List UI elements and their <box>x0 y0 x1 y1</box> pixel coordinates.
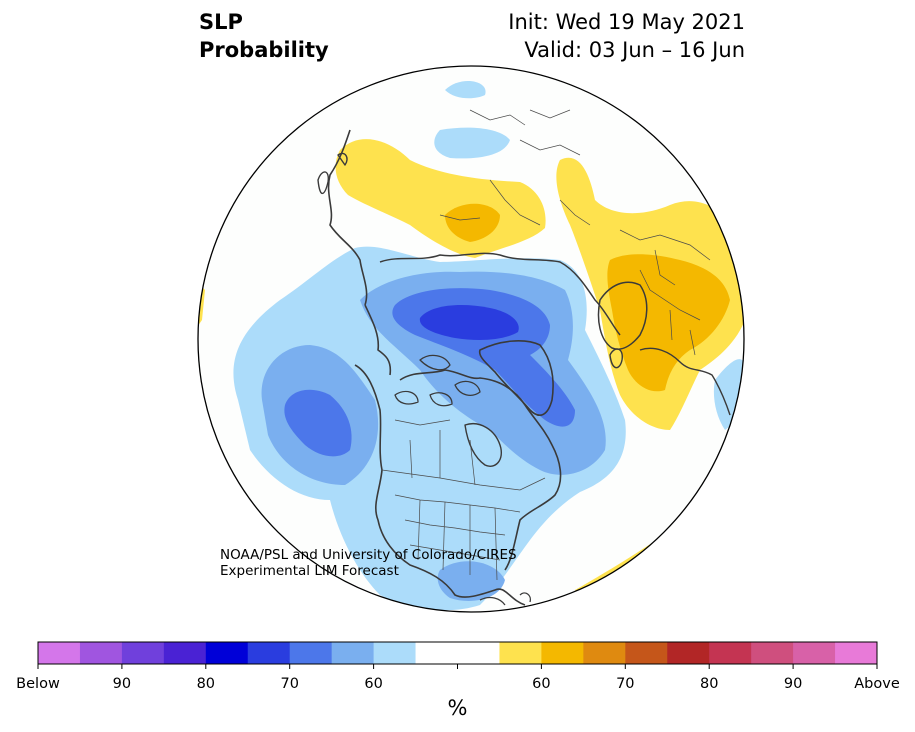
colorbar-tick-label-8: 90 <box>784 676 802 692</box>
border-us-canada <box>381 469 546 491</box>
colorbar-swatch-0 <box>38 642 81 664</box>
colorbar-swatch-9 <box>415 642 458 664</box>
below-65-region-gulf <box>437 561 505 601</box>
colorbar-tick-label-7: 80 <box>700 676 718 692</box>
colorbar-tick-label-2: 80 <box>197 676 215 692</box>
probability-field <box>198 80 744 611</box>
colorbar-swatch-18 <box>793 642 836 664</box>
border-canada-provinces <box>394 419 476 486</box>
below-70-region-pacific <box>284 389 352 457</box>
credit-line-1: NOAA/PSL and University of Colorado/CIRE… <box>220 547 517 563</box>
coastlines <box>317 129 731 606</box>
colorbar-swatch-2 <box>121 642 165 664</box>
colorbar-tick-label-3: 70 <box>280 676 298 692</box>
colorbar-tick-label-0: Below <box>16 676 60 692</box>
colorbar-tick-label-1: 90 <box>113 676 131 692</box>
init-date: Init: Wed 19 May 2021 <box>508 10 745 34</box>
below-75-region-arctic <box>419 305 519 340</box>
credit-text: NOAA/PSL and University of Colorado/CIRE… <box>220 547 517 579</box>
colorbar-swatch-3 <box>163 642 207 664</box>
coastline-north-america <box>354 364 562 606</box>
border-europe <box>619 229 711 356</box>
coastline-greenland <box>478 340 554 416</box>
map-dates: Init: Wed 19 May 2021 Valid: 03 Jun – 16… <box>508 8 745 64</box>
colorbar-swatches <box>38 642 878 664</box>
colorbar-tick-label-5: 60 <box>532 676 550 692</box>
border-russia-china <box>439 109 526 221</box>
border-us-states <box>394 494 521 581</box>
colorbar-swatch-12 <box>541 642 584 664</box>
political-borders <box>381 109 711 581</box>
title-line-slp: SLP <box>199 10 243 34</box>
coastline-japan <box>317 152 348 195</box>
colorbar-tick-label-6: 70 <box>616 676 634 692</box>
colorbar-swatch-10 <box>457 642 500 664</box>
colorbar-swatch-11 <box>499 642 542 664</box>
colorbar-tick-labels: Below 90 80 70 60 60 70 80 90 Above <box>16 676 900 692</box>
coastline-scandinavia <box>597 281 648 350</box>
polar-map <box>197 65 745 613</box>
below-60-region-arctic-top <box>445 80 486 99</box>
colorbar-swatch-17 <box>751 642 794 664</box>
globe-outline <box>197 65 745 613</box>
coastline-arctic-islands <box>394 354 481 407</box>
colorbar-swatch-14 <box>625 642 668 664</box>
colorbar-swatch-16 <box>709 642 752 664</box>
below-60-region-siberia <box>434 127 510 159</box>
colorbar-swatch-7 <box>331 642 375 664</box>
colorbar: Below 90 80 70 60 60 70 80 90 Above <box>16 641 900 692</box>
title-line-probability: Probability <box>199 38 329 62</box>
coastline-hudson-bay <box>464 423 502 467</box>
colorbar-tick-label-9: Above <box>854 676 900 692</box>
colorbar-ticks <box>37 664 878 669</box>
colorbar-swatch-8 <box>373 642 417 664</box>
above-65-region-europe <box>607 254 730 392</box>
map-title: SLP Probability <box>199 8 329 64</box>
border-asia <box>489 109 591 226</box>
colorbar-swatch-1 <box>79 642 123 664</box>
colorbar-swatch-4 <box>205 642 249 664</box>
colorbar-swatch-5 <box>247 642 291 664</box>
coastline-uk <box>609 348 623 369</box>
above-65-region-siberia <box>445 203 500 242</box>
colorbar-swatch-15 <box>667 642 710 664</box>
coastline-europe-south <box>639 347 731 416</box>
colorbar-swatch-13 <box>583 642 626 664</box>
coastline-eurasia-arctic <box>379 252 621 336</box>
colorbar-swatch-19 <box>835 642 878 664</box>
credit-line-2: Experimental LIM Forecast <box>220 563 399 579</box>
colorbar-swatch-6 <box>289 642 333 664</box>
colorbar-unit: % <box>447 696 468 720</box>
coastline-caribbean <box>479 592 531 606</box>
valid-range: Valid: 03 Jun – 16 Jun <box>524 38 745 62</box>
colorbar-tick-label-4: 60 <box>364 676 382 692</box>
coastline-eurasia-pacific <box>327 129 392 376</box>
